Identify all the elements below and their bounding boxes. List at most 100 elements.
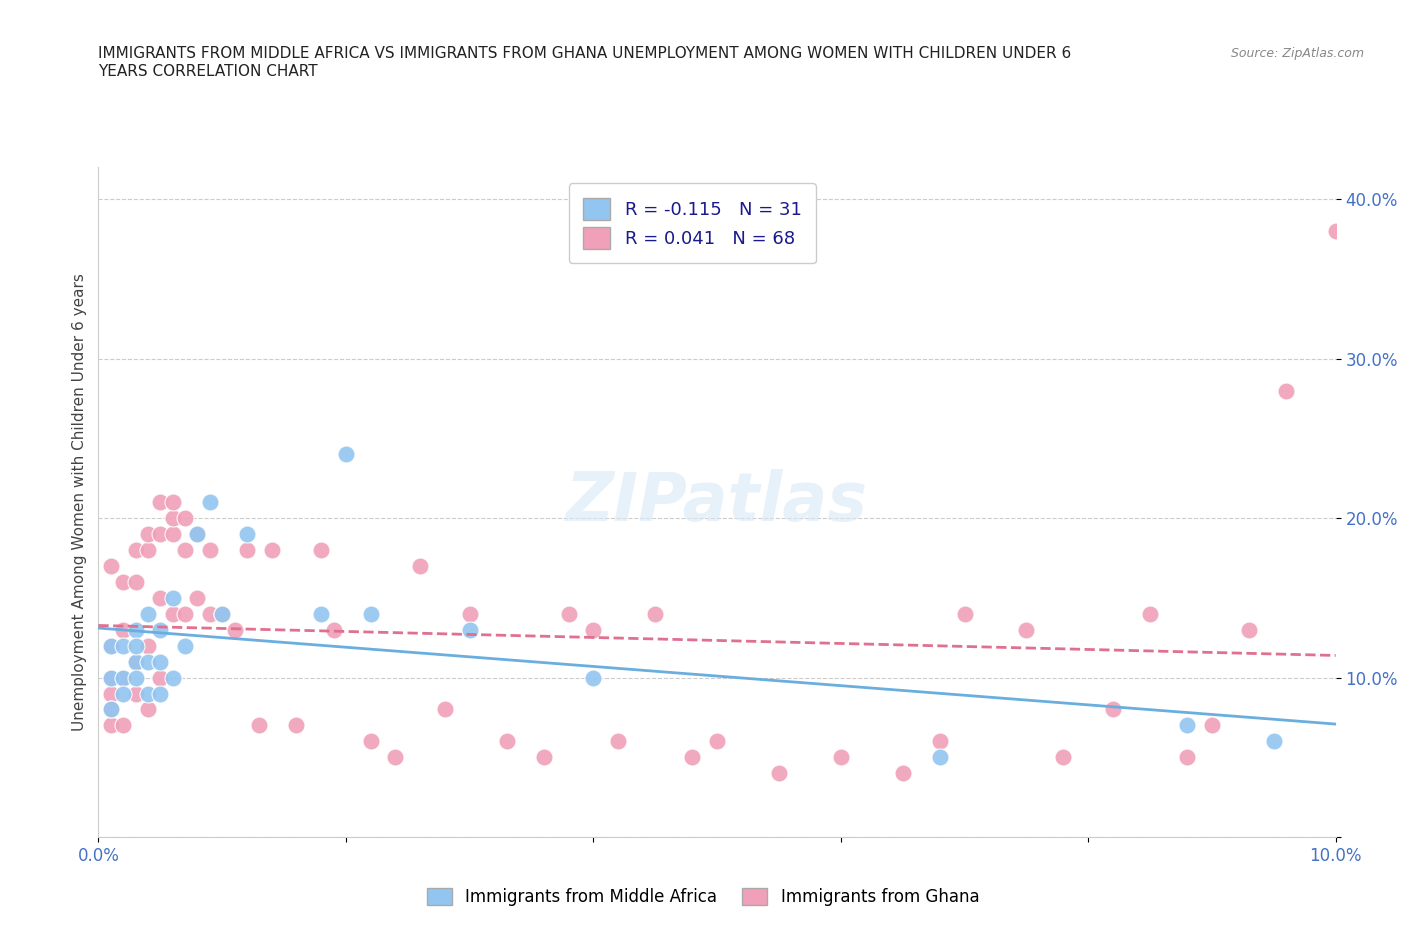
- Point: [953, 606, 976, 621]
- Point: [211, 606, 233, 621]
- Point: [458, 606, 481, 621]
- Point: [384, 750, 406, 764]
- Point: [198, 606, 221, 621]
- Point: [360, 606, 382, 621]
- Point: [100, 702, 122, 717]
- Point: [285, 718, 308, 733]
- Point: [149, 686, 172, 701]
- Point: [644, 606, 666, 621]
- Point: [162, 671, 184, 685]
- Point: [1263, 734, 1285, 749]
- Point: [335, 447, 357, 462]
- Point: [136, 702, 159, 717]
- Legend: Immigrants from Middle Africa, Immigrants from Ghana: Immigrants from Middle Africa, Immigrant…: [420, 881, 986, 912]
- Point: [124, 575, 146, 590]
- Point: [100, 671, 122, 685]
- Point: [149, 591, 172, 605]
- Point: [533, 750, 555, 764]
- Point: [100, 702, 122, 717]
- Point: [236, 542, 259, 557]
- Point: [1102, 702, 1125, 717]
- Point: [162, 591, 184, 605]
- Text: ZIPatlas: ZIPatlas: [567, 470, 868, 535]
- Point: [124, 654, 146, 669]
- Point: [322, 622, 344, 637]
- Point: [174, 606, 197, 621]
- Point: [124, 686, 146, 701]
- Point: [309, 606, 332, 621]
- Point: [1201, 718, 1223, 733]
- Point: [124, 622, 146, 637]
- Point: [247, 718, 270, 733]
- Point: [149, 526, 172, 541]
- Point: [1015, 622, 1038, 637]
- Point: [433, 702, 456, 717]
- Point: [136, 606, 159, 621]
- Point: [149, 622, 172, 637]
- Point: [186, 591, 208, 605]
- Point: [100, 638, 122, 653]
- Point: [112, 638, 135, 653]
- Point: [928, 734, 950, 749]
- Point: [1324, 224, 1347, 239]
- Point: [162, 495, 184, 510]
- Point: [112, 718, 135, 733]
- Point: [706, 734, 728, 749]
- Point: [891, 765, 914, 780]
- Point: [1275, 383, 1298, 398]
- Point: [124, 638, 146, 653]
- Point: [100, 559, 122, 574]
- Point: [112, 671, 135, 685]
- Point: [309, 542, 332, 557]
- Point: [582, 622, 605, 637]
- Point: [360, 734, 382, 749]
- Point: [768, 765, 790, 780]
- Point: [136, 638, 159, 653]
- Point: [124, 654, 146, 669]
- Point: [260, 542, 283, 557]
- Point: [557, 606, 579, 621]
- Point: [211, 606, 233, 621]
- Point: [136, 654, 159, 669]
- Point: [124, 671, 146, 685]
- Y-axis label: Unemployment Among Women with Children Under 6 years: Unemployment Among Women with Children U…: [72, 273, 87, 731]
- Point: [458, 622, 481, 637]
- Point: [162, 511, 184, 525]
- Point: [198, 495, 221, 510]
- Point: [224, 622, 246, 637]
- Legend: R = -0.115   N = 31, R = 0.041   N = 68: R = -0.115 N = 31, R = 0.041 N = 68: [568, 183, 815, 263]
- Point: [112, 575, 135, 590]
- Point: [186, 526, 208, 541]
- Point: [607, 734, 630, 749]
- Point: [136, 686, 159, 701]
- Point: [112, 622, 135, 637]
- Point: [162, 606, 184, 621]
- Point: [1139, 606, 1161, 621]
- Point: [681, 750, 703, 764]
- Point: [136, 542, 159, 557]
- Text: IMMIGRANTS FROM MIDDLE AFRICA VS IMMIGRANTS FROM GHANA UNEMPLOYMENT AMONG WOMEN : IMMIGRANTS FROM MIDDLE AFRICA VS IMMIGRA…: [98, 46, 1071, 79]
- Point: [198, 542, 221, 557]
- Point: [100, 638, 122, 653]
- Point: [100, 686, 122, 701]
- Point: [1237, 622, 1260, 637]
- Point: [162, 526, 184, 541]
- Point: [1175, 718, 1198, 733]
- Text: Source: ZipAtlas.com: Source: ZipAtlas.com: [1230, 46, 1364, 60]
- Point: [136, 526, 159, 541]
- Point: [112, 671, 135, 685]
- Point: [186, 526, 208, 541]
- Point: [1052, 750, 1074, 764]
- Point: [100, 671, 122, 685]
- Point: [112, 686, 135, 701]
- Point: [149, 654, 172, 669]
- Point: [149, 495, 172, 510]
- Point: [100, 718, 122, 733]
- Point: [236, 526, 259, 541]
- Point: [830, 750, 852, 764]
- Point: [495, 734, 517, 749]
- Point: [582, 671, 605, 685]
- Point: [174, 511, 197, 525]
- Point: [149, 671, 172, 685]
- Point: [174, 638, 197, 653]
